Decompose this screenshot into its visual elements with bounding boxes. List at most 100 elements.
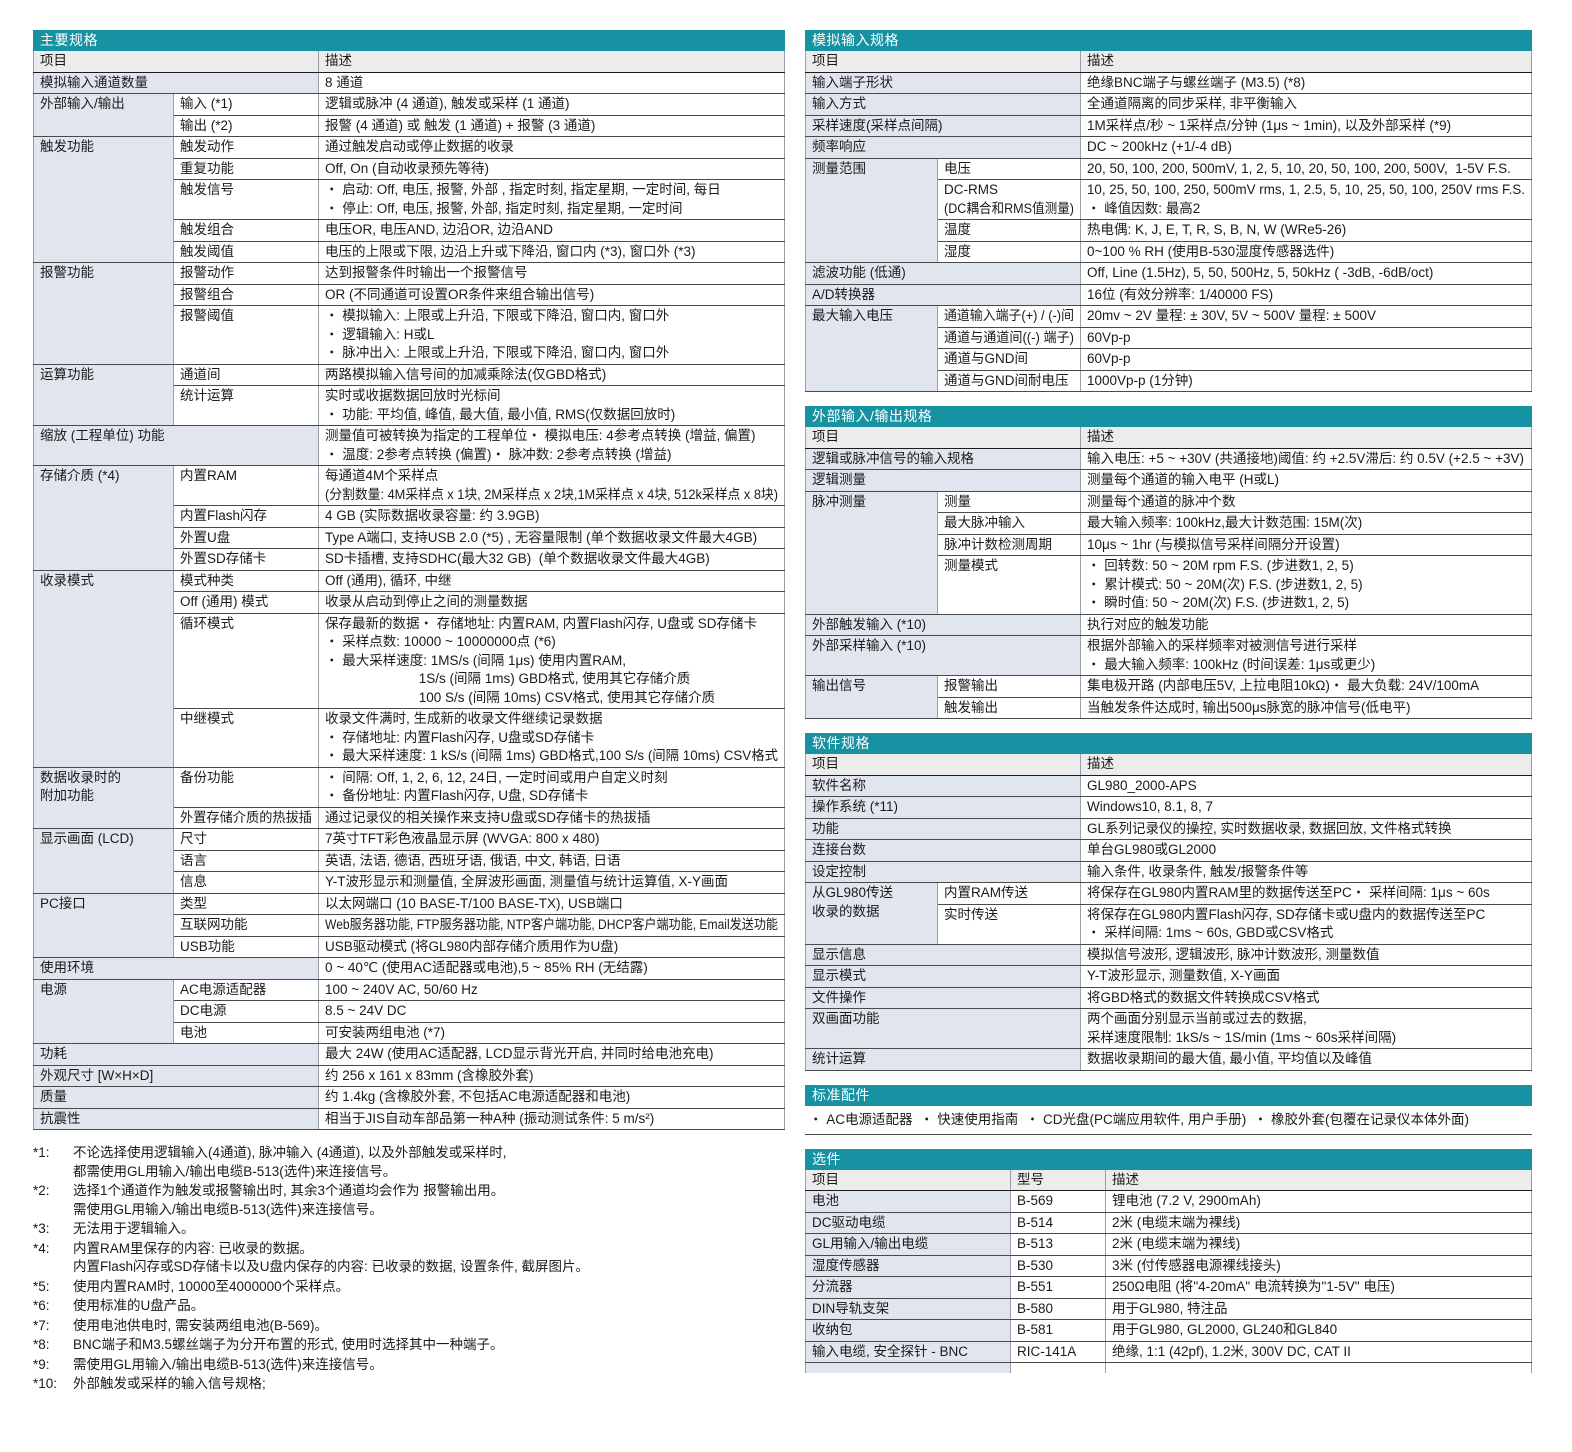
desc-cell: ・ 启动: Off, 电压, 报警, 外部 , 指定时刻, 指定星期, 一定时间… <box>318 179 785 220</box>
table-row: 输出信号 报警输出 集电极开路 (内部电压5V, 上拉电阻10kΩ)・ 最大负载: … <box>805 675 1532 719</box>
sub-cell: 模式种类 <box>173 570 319 592</box>
text-line: 收录从启动到停止之间的测量数据 <box>325 594 528 609</box>
software-specs-section: 软件规格 项目 描述 软件名称 GL980_2000-APS 操作系统 (*11) Wind… <box>805 733 1532 1071</box>
text-line: 测量 <box>944 493 971 509</box>
text-line: 通道输入端子(+) / (-)间 <box>944 308 1074 323</box>
footnote-label: *6: <box>33 1298 50 1313</box>
header-row: 项目 描述 <box>33 51 785 73</box>
text-line: 保存最新的数据 <box>325 615 420 631</box>
table-row: 通道与通道间((-) 端子) 60Vp-p <box>806 327 1532 349</box>
table-row: 测量范围 电压 20, 50, 100, 200, 500mV, 1, 2, 5, … <box>805 158 1532 263</box>
footnote: *2: 选择1个通道作为触发或报警输出时, 其余3个通道均会作为 报警输出用。 需… <box>33 1182 785 1219</box>
desc-cell: 输入条件, 收录条件, 触发/报警条件等 <box>1080 861 1532 883</box>
text-line: RIC-141A <box>1017 1343 1077 1359</box>
table-row: 温度 热电偶: K, J, E, T, R, S, B, N, W (WRe5-2… <box>806 219 1532 242</box>
text-line: GL系列记录仪的操控, 实时数据收录, 数据回放, 文件格式转换 <box>1087 820 1452 836</box>
table-row: 外部触发输入 (*10) 执行对应的触发功能 <box>805 614 1532 636</box>
text-line: 类型 <box>180 895 207 911</box>
text-line: 滞后: 约 0.5V (+2.5 ~ +3V) <box>1365 450 1525 466</box>
table-row: 外置U盘 Type A端口, 支持USB 2.0 (*5) , 无容量限制 (单个… <box>34 527 785 549</box>
text-line: 外置U盘 <box>180 529 231 545</box>
desc-cell: 执行对应的触发功能 <box>1080 614 1532 636</box>
table-row: 从GL980传送收录的数据 内置RAM传送 将保存在GL980内置RAM里的数据传送… <box>805 882 1532 945</box>
table-row: 统计运算 数据收录期间的最大值, 最小值, 平均值以及峰值 <box>805 1048 1532 1071</box>
text-line: 绝缘, 1:1 (42pf), 1.2米, 300V DC, CAT II <box>1112 1343 1351 1359</box>
table-row: 外置SD存储卡 SD卡插槽, 支持SDHC(最大32 GB) (单个数据收录文件最… <box>34 548 785 571</box>
text-line: 从GL980传送 <box>812 885 894 900</box>
text-line: 互联网功能 <box>180 917 248 932</box>
text-line: 触发组合 <box>180 222 234 237</box>
text-line: ・ 采样间隔: 1ms ~ 60s, GBD或CSV格式 <box>1087 925 1334 940</box>
analog-input-specs-table: 项目 描述 输入端子形状 绝缘BNC端子与螺丝端子 (M3.5) (*8) 输入方式 全通… <box>805 51 1532 392</box>
accessories-line: ・ AC电源适配器 ・ 快速使用指南 ・ CD光盘(PC端应用软件, 用户手册)… <box>805 1106 1532 1135</box>
text-line: 外置SD存储卡 <box>180 551 267 566</box>
footnote-label: *3: <box>33 1221 50 1236</box>
table-row: 功能 GL系列记录仪的操控, 实时数据收录, 数据回放, 文件格式转换 <box>805 818 1532 840</box>
text-line: B-581 <box>1017 1322 1054 1337</box>
item-cell: 测量范围 <box>805 158 938 263</box>
item-cell: 报警功能 <box>33 262 174 365</box>
text-line: GL用输入/输出电缆 <box>812 1236 929 1251</box>
text-line: 250Ω电阻 (将"4-20mA" 电流转换为"1-5V" 电压) <box>1112 1279 1395 1294</box>
footnote-text: 不论选择使用逻辑输入(4通道), 脉冲输入 (4通道), 以及外部触发或采样时,… <box>73 1145 507 1179</box>
text-line: 1M采样点/秒 ~ 1采样点/分钟 (1μs ~ 1min), 以及外部采样 (… <box>1087 117 1452 133</box>
item-cell: GL用输入/输出电缆 <box>805 1233 1011 1256</box>
text-line: 通道与GND间耐电压 <box>944 372 1069 388</box>
item-cell: 功耗 <box>33 1043 319 1066</box>
table-row: 电源 AC电源适配器 100 ~ 240V AC, 50/60 Hz <box>33 979 785 1044</box>
sub-cell: 备份功能 <box>173 767 319 808</box>
text-line: 报警动作 <box>180 265 234 280</box>
table-row: 输入方式 全通道隔离的同步采样, 非平衡输入 <box>805 93 1532 116</box>
model-cell: B-514 <box>1010 1212 1106 1234</box>
text-line: 收录的数据 <box>812 903 880 919</box>
desc-cell: 8.5 ~ 24V DC <box>318 1000 785 1023</box>
text-line: ・ 逻辑输入: H或L <box>325 326 435 342</box>
text-line: 绝缘BNC端子与螺丝端子 (M3.5) (*8) <box>1087 74 1306 90</box>
text-line: 触发输出 <box>944 699 998 715</box>
text-line: Web服务器功能, FTP服务器功能, NTP客户端功能, DHCP客户端功能,… <box>325 917 778 932</box>
text-line: 8 通道 <box>325 74 364 90</box>
sub-cell: 触发输出 <box>937 697 1081 719</box>
text-line: A/D转换器 <box>812 286 876 302</box>
table-row: 连接台数 单台GL980或GL2000 <box>805 839 1532 862</box>
accessories-section: 标准配件・ AC电源适配器 ・ 快速使用指南 ・ CD光盘(PC端应用软件, 用… <box>805 1084 1532 1135</box>
table-row: 模拟输入通道数量 8 通道 <box>33 72 785 94</box>
desc-cell: DC ~ 200kHz (+1/-4 dB) <box>1080 136 1532 159</box>
footnote-text: 需使用GL用输入/输出电缆B-513(选件)来连接信号。 <box>73 1356 383 1372</box>
text-line: 外置存储介质的热拔插 <box>180 809 312 825</box>
table-row: 分流器 B-551 250Ω电阻 (将"4-20mA" 电流转换为"1-5V" 电压… <box>805 1276 1532 1299</box>
sub-cell: 内置Flash闪存 <box>173 505 319 528</box>
desc-cell: 两个画面分别显示当前或过去的数据, 采样速度限制: 1kS/s ~ 1S/min … <box>1080 1008 1532 1049</box>
text-line: 100 S/s (间隔 10ms) CSV格式, 使用其它存储介质 <box>325 689 716 705</box>
sub-cell: 通道与GND间耐电压 <box>937 370 1081 392</box>
column-header: 描述 <box>1105 1169 1532 1191</box>
sub-cell: 通道与GND间 <box>937 348 1081 371</box>
text-line: 脉冲测量 <box>812 493 866 509</box>
table-row: DC电源 8.5 ~ 24V DC <box>34 1000 785 1023</box>
table-row: 湿度传感器 B-530 3米 (付传感器电源裸线接头) <box>805 1255 1532 1277</box>
desc-cell: 锂电池 (7.2 V, 2900mAh) <box>1105 1190 1532 1213</box>
desc-cell: 以太网端口 (10 BASE-T/100 BASE-TX), USB端口 <box>318 893 785 915</box>
item-cell: 双画面功能 <box>805 1008 1081 1049</box>
text-line: 通过触发启动或停止数据的收录 <box>325 139 514 154</box>
text-line: SD卡插槽, 支持SDHC(最大32 GB) (单个数据收录文件最大4GB) <box>325 551 710 566</box>
sub-cell: 互联网功能 <box>173 914 319 937</box>
column-header: 项目 <box>805 427 1081 449</box>
desc-cell: Y-T波形显示和测量值, 全屏波形画面, 测量值与统计运算值, X-Y画面 <box>318 871 785 894</box>
desc-cell: 数据收录期间的最大值, 最小值, 平均值以及峰值 <box>1080 1048 1532 1071</box>
text-line: Windows10, 8.1, 8, 7 <box>1087 799 1214 814</box>
desc-cell: 最大 24W (使用AC适配器, LCD显示背光开启, 并同时给电池充电) <box>318 1043 785 1066</box>
text-line: 输入电缆, 安全探针 - BNC <box>812 1343 969 1359</box>
item-cell: 分流器 <box>805 1276 1011 1299</box>
table-row: 设定控制 输入条件, 收录条件, 触发/报警条件等 <box>805 861 1532 883</box>
text-line: B-580 <box>1017 1300 1054 1316</box>
text-line: 输出信号 <box>812 678 866 693</box>
table-row: 滤波功能 (低通) Off, Line (1.5Hz), 5, 50, 500Hz… <box>805 262 1532 285</box>
table-row: 报警阈值 ・ 模拟输入: 上限或上升沿, 下限或下降沿, 窗口内, 窗口外・ 逻辑… <box>34 305 785 365</box>
text-line: 实时传送 <box>944 906 998 922</box>
item-cell: 外部输入/输出 <box>33 93 174 137</box>
desc-cell: 1M采样点/秒 ~ 1采样点/分钟 (1μs ~ 1min), 以及外部采样 (… <box>1080 115 1532 137</box>
table-row: 测量模式 ・ 回转数: 50 ~ 20M rpm F.S. (步进数1, 2, 5… <box>806 555 1532 615</box>
text-line: 统计运算 <box>180 388 234 403</box>
text-line: 20mv ~ 2V 量程: ± 30V, 5V ~ 500V 量程: ± 500… <box>1087 308 1376 323</box>
